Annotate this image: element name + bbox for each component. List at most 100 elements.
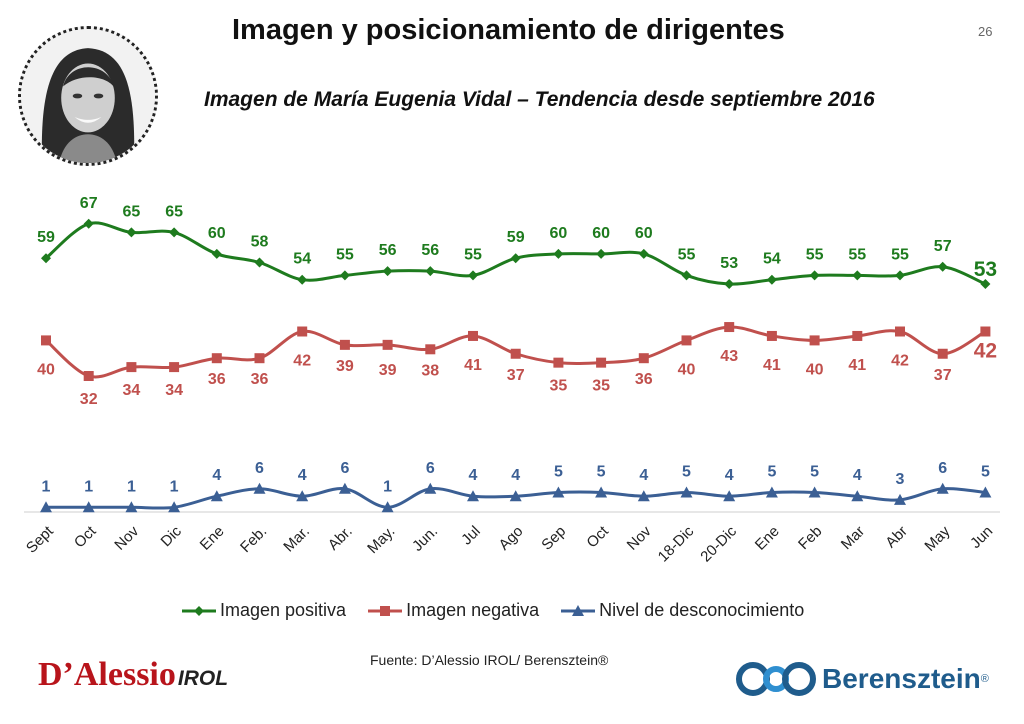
x-tick-label-20: Abr — [882, 523, 911, 552]
x-tick-label-16: 20-Dic — [697, 522, 740, 565]
data-label-s0-16: 53 — [720, 255, 738, 272]
x-tick-label-13: Oct — [583, 522, 612, 551]
x-tick-label-2: Nov — [111, 522, 142, 553]
data-label-s2-22: 5 — [981, 464, 990, 481]
dalessio-logo: D’AlessioIROL — [38, 656, 228, 694]
data-label-s2-15: 5 — [682, 464, 691, 481]
data-label-s2-19: 4 — [853, 467, 862, 484]
data-label-s2-20: 3 — [896, 471, 905, 488]
data-label-s0-20: 55 — [891, 246, 909, 263]
data-label-s2-7: 6 — [340, 460, 349, 477]
data-point-s2-6 — [296, 490, 309, 502]
data-label-s1-22: 42 — [974, 340, 997, 363]
x-tick-label-3: Dic — [158, 522, 186, 550]
data-label-s1-16: 43 — [720, 348, 738, 365]
data-label-s2-2: 1 — [127, 478, 136, 495]
x-tick-label-21: May — [921, 522, 953, 554]
data-point-s1-12 — [553, 357, 564, 368]
data-point-s0-10 — [468, 270, 478, 281]
data-label-s1-12: 35 — [550, 378, 568, 395]
data-label-s2-9: 6 — [426, 460, 435, 477]
data-label-s2-21: 6 — [938, 460, 947, 477]
data-label-s1-1: 32 — [80, 391, 98, 408]
x-tick-label-1: Oct — [71, 522, 100, 551]
data-point-s1-16 — [724, 322, 735, 333]
data-label-s0-13: 60 — [592, 225, 610, 242]
data-label-s2-1: 1 — [84, 478, 93, 495]
data-label-s0-18: 55 — [806, 246, 824, 263]
data-point-s0-8 — [382, 266, 393, 277]
data-label-s2-12: 5 — [554, 464, 563, 481]
data-point-s2-21 — [936, 482, 949, 494]
data-label-s1-20: 42 — [891, 353, 909, 370]
data-point-s2-10 — [467, 490, 479, 502]
data-label-s1-17: 41 — [763, 357, 781, 374]
data-label-s1-15: 40 — [678, 361, 696, 378]
data-point-s1-18 — [809, 335, 820, 346]
data-point-s0-19 — [852, 270, 863, 281]
data-point-s0-1 — [83, 218, 94, 229]
data-point-s1-10 — [468, 330, 478, 341]
data-point-s1-3 — [169, 362, 180, 373]
x-tick-label-8: May. — [364, 523, 398, 557]
chart-legend: Imagen positiva Imagen negativa Nivel de… — [182, 600, 826, 621]
data-point-s1-22 — [980, 326, 991, 337]
data-label-s0-21: 57 — [934, 238, 952, 255]
legend-item-positiva: Imagen positiva — [182, 600, 346, 621]
x-tick-label-6: Mar. — [280, 523, 313, 556]
legend-item-negativa: Imagen negativa — [368, 600, 539, 621]
data-point-s1-5 — [254, 353, 265, 364]
data-point-s0-6 — [297, 274, 308, 285]
data-point-s0-0 — [41, 253, 51, 264]
legend-label-positiva: Imagen positiva — [220, 600, 347, 620]
data-point-s2-12 — [552, 486, 565, 498]
data-label-s0-12: 60 — [550, 225, 568, 242]
data-point-s0-5 — [254, 257, 265, 268]
berensztein-mark-icon — [736, 662, 816, 696]
data-label-s0-17: 54 — [763, 251, 781, 268]
data-point-s2-9 — [424, 482, 437, 494]
data-point-s2-0 — [40, 501, 52, 513]
berensztein-logo: Berensztein ® — [736, 662, 989, 696]
x-tick-label-17: Ene — [752, 523, 783, 554]
x-tick-label-14: Nov — [624, 522, 655, 553]
data-label-s1-4: 36 — [208, 371, 226, 388]
x-tick-label-9: Jun. — [409, 523, 441, 555]
data-label-s1-19: 41 — [848, 357, 866, 374]
data-label-s0-4: 60 — [208, 225, 226, 242]
data-label-s1-14: 36 — [635, 371, 653, 388]
data-label-s0-7: 55 — [336, 246, 354, 263]
data-point-s1-4 — [211, 353, 222, 364]
data-point-s0-13 — [596, 248, 607, 259]
x-tick-label-10: Jul — [458, 523, 484, 549]
data-point-s1-13 — [596, 357, 607, 368]
data-label-s2-4: 4 — [212, 467, 221, 484]
data-label-s0-9: 56 — [421, 242, 439, 259]
data-label-s2-16: 4 — [725, 467, 734, 484]
data-label-s0-11: 59 — [507, 229, 525, 246]
data-point-s1-8 — [382, 339, 393, 350]
data-point-s1-6 — [297, 326, 308, 337]
data-point-s2-14 — [637, 490, 650, 502]
data-label-s2-18: 5 — [810, 464, 819, 481]
x-tick-label-5: Feb. — [237, 523, 270, 556]
data-point-s1-9 — [425, 344, 436, 355]
data-point-s2-13 — [595, 486, 608, 498]
data-point-s2-18 — [808, 486, 821, 498]
data-point-s2-1 — [82, 501, 95, 513]
data-point-s0-15 — [681, 270, 692, 281]
data-point-s1-7 — [339, 339, 350, 350]
data-point-s2-2 — [125, 501, 138, 513]
x-tick-label-12: Sep — [538, 523, 569, 554]
data-label-s2-17: 5 — [767, 464, 776, 481]
data-label-s0-22: 53 — [974, 258, 997, 281]
x-tick-label-22: Jun — [967, 523, 996, 552]
data-point-s1-17 — [766, 330, 777, 341]
data-point-s2-7 — [338, 482, 351, 494]
data-label-s0-5: 58 — [251, 234, 269, 251]
chart-subtitle: Imagen de María Eugenia Vidal – Tendenci… — [204, 88, 875, 111]
data-point-s2-16 — [723, 490, 736, 502]
data-point-s2-11 — [509, 490, 522, 502]
data-point-s0-4 — [211, 248, 222, 259]
x-tick-label-19: Mar — [838, 523, 868, 553]
